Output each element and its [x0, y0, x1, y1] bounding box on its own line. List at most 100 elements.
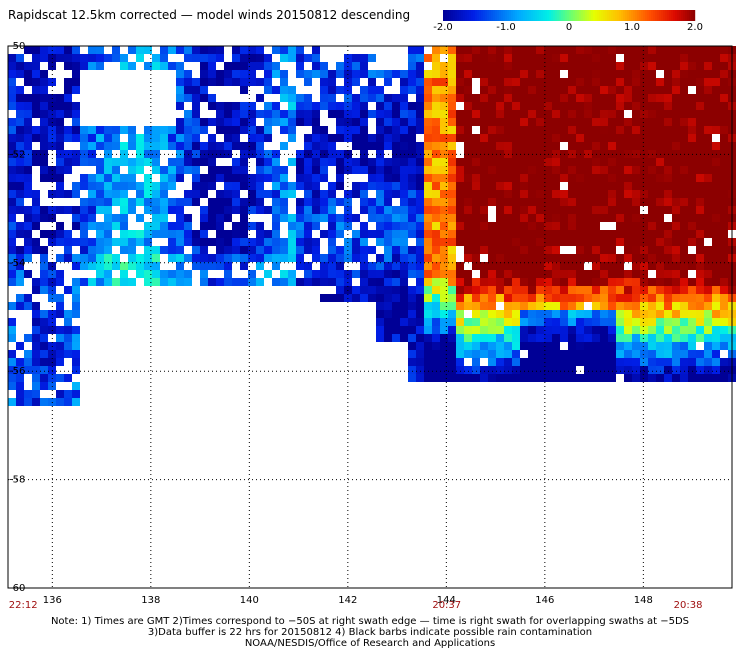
data-cell [656, 262, 664, 270]
data-cell [520, 190, 528, 198]
data-cell [104, 222, 112, 230]
data-cell [168, 206, 176, 214]
data-cell [712, 158, 720, 166]
data-cell [168, 134, 176, 142]
data-cell [632, 310, 640, 318]
data-cell [400, 246, 408, 254]
data-cell [144, 158, 152, 166]
data-cell [32, 110, 40, 118]
data-cell [552, 286, 560, 294]
data-cell [456, 54, 464, 62]
data-cell [24, 102, 32, 110]
data-cell [720, 198, 728, 206]
data-cell [440, 246, 448, 254]
data-cell [320, 270, 328, 278]
data-cell [128, 278, 136, 286]
data-cell [488, 318, 496, 326]
data-cell [368, 294, 376, 302]
data-cell [584, 94, 592, 102]
data-cell [392, 118, 400, 126]
data-cell [712, 222, 720, 230]
data-cell [104, 270, 112, 278]
data-cell [696, 134, 704, 142]
data-cell [688, 294, 696, 302]
data-cell [440, 62, 448, 70]
data-cell [312, 142, 320, 150]
colorbar-swatch [521, 10, 524, 21]
data-cell [584, 358, 592, 366]
data-cell [376, 134, 384, 142]
data-cell [696, 70, 704, 78]
data-cell [520, 182, 528, 190]
colorbar-swatch [663, 10, 666, 21]
data-cell [256, 254, 264, 262]
data-cell [8, 174, 16, 182]
colorbar-swatch [493, 10, 496, 21]
data-cell [552, 326, 560, 334]
data-cell [696, 142, 704, 150]
data-cell [512, 254, 520, 262]
data-cell [712, 374, 720, 382]
data-cell [224, 126, 232, 134]
data-cell [592, 190, 600, 198]
data-cell [384, 190, 392, 198]
data-cell [648, 142, 656, 150]
data-cell [512, 166, 520, 174]
data-cell [392, 174, 400, 182]
data-cell [216, 222, 224, 230]
data-cell [512, 174, 520, 182]
data-cell [624, 182, 632, 190]
data-cell [224, 166, 232, 174]
data-cell [288, 222, 296, 230]
colorbar-tick-label: 0 [565, 22, 573, 33]
data-cell [664, 206, 672, 214]
data-cell [536, 86, 544, 94]
data-cell [456, 182, 464, 190]
data-cell [472, 278, 480, 286]
data-cell [16, 270, 24, 278]
data-cell [448, 166, 456, 174]
data-cell [472, 230, 480, 238]
data-cell [248, 142, 256, 150]
data-cell [488, 270, 496, 278]
data-cell [648, 286, 656, 294]
data-cell [192, 54, 200, 62]
data-cell [240, 222, 248, 230]
data-cell [640, 230, 648, 238]
data-cell [216, 198, 224, 206]
data-cell [312, 270, 320, 278]
colorbar-swatch [641, 10, 644, 21]
data-cell [568, 198, 576, 206]
data-cell [112, 182, 120, 190]
data-cell [336, 110, 344, 118]
data-cell [440, 46, 448, 54]
data-cell [520, 342, 528, 350]
data-cell [264, 246, 272, 254]
data-cell [144, 174, 152, 182]
data-cell [600, 310, 608, 318]
data-cell [232, 118, 240, 126]
data-cell [648, 206, 656, 214]
data-cell [488, 94, 496, 102]
data-cell [168, 62, 176, 70]
data-cell [104, 142, 112, 150]
data-cell [592, 246, 600, 254]
data-cell [488, 78, 496, 86]
data-cell [472, 358, 480, 366]
data-cell [688, 342, 696, 350]
data-cell [512, 358, 520, 366]
data-cell [576, 294, 584, 302]
data-cell [56, 310, 64, 318]
data-cell [376, 174, 384, 182]
data-cell [32, 246, 40, 254]
data-cell [656, 246, 664, 254]
data-cell [568, 294, 576, 302]
data-cell [232, 278, 240, 286]
data-cell [96, 230, 104, 238]
data-cell [80, 158, 88, 166]
data-cell [512, 278, 520, 286]
data-cell [704, 118, 712, 126]
data-cell [720, 206, 728, 214]
data-cell [656, 166, 664, 174]
data-cell [264, 70, 272, 78]
